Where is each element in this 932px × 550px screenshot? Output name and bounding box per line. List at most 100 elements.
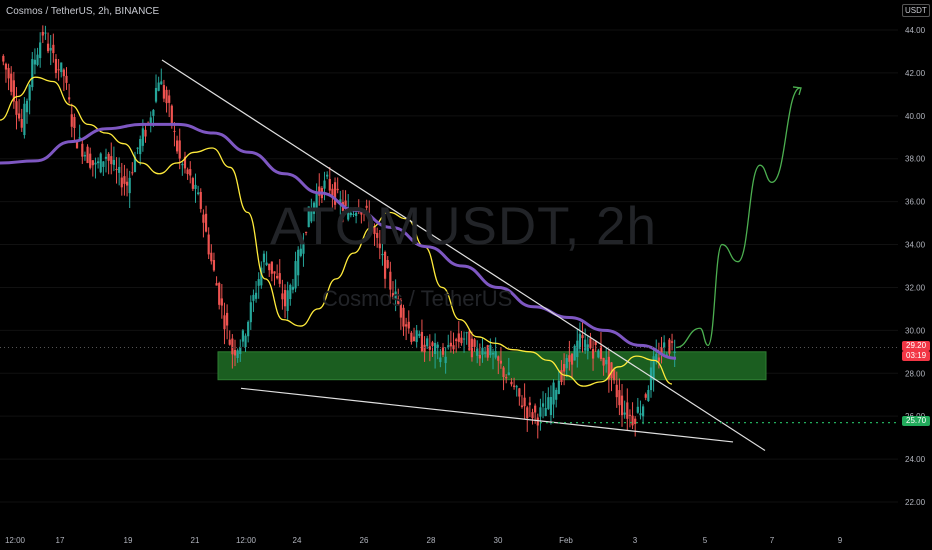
candle-body [118, 166, 121, 173]
candle-body [426, 338, 429, 347]
projection-path[interactable] [675, 87, 801, 349]
x-tick-label: 19 [124, 536, 133, 545]
candle-body [202, 214, 205, 223]
candle-body [481, 347, 484, 355]
candle-body [18, 113, 21, 119]
x-tick-label: 24 [293, 536, 302, 545]
candle-body [15, 101, 18, 115]
candle-body [31, 59, 34, 88]
candle-body [204, 213, 208, 232]
candle-body [83, 155, 87, 157]
candle-body [70, 114, 73, 127]
candle-body [152, 109, 155, 116]
candle-body [418, 333, 421, 336]
candle-body [573, 345, 576, 361]
y-tick-label: 24.00 [905, 455, 926, 464]
candle-body [381, 253, 384, 256]
candle-body [297, 249, 300, 276]
support-trendline[interactable] [240, 387, 734, 443]
candle-body [75, 141, 79, 149]
candle-body [207, 234, 210, 255]
chart-grid [0, 29, 898, 503]
candle-body [112, 159, 115, 165]
candle-body [315, 193, 318, 212]
x-axis[interactable]: 12:00 17 19 21 12:00 24 26 28 30 Feb 3 5 7 9 [5, 536, 843, 545]
candle-body [620, 395, 624, 416]
countdown-badge: 03:19 [902, 351, 931, 361]
candle-body [352, 213, 355, 215]
ma-long-line [0, 122, 677, 360]
candle-body [589, 338, 592, 349]
candle-body [307, 206, 310, 228]
candle-body [270, 261, 273, 274]
y-axis[interactable]: 44.00 42.00 40.00 38.00 36.00 34.00 32.00 30.00… [905, 26, 926, 507]
y-tick-label: 38.00 [905, 155, 926, 164]
candle-body [318, 186, 321, 196]
candle-body [523, 397, 526, 407]
candle-body [623, 412, 626, 415]
candle-body [81, 143, 84, 157]
candle-body [304, 231, 308, 233]
candle-body [241, 330, 245, 342]
currency-label[interactable]: USDT [902, 4, 930, 17]
candle-body [89, 153, 92, 168]
candle-body [96, 161, 100, 164]
candle-body [60, 62, 63, 73]
candle-body [49, 47, 52, 51]
candle-body [65, 75, 68, 83]
candle-body [663, 342, 666, 348]
candle-body [502, 367, 505, 378]
candle-body [189, 169, 192, 176]
candle-body [247, 321, 250, 337]
candles [2, 25, 676, 439]
candle-body [78, 137, 81, 139]
candle-body [457, 333, 460, 342]
candle-body [631, 415, 634, 426]
y-tick-label: 40.00 [905, 112, 926, 121]
candle-body [12, 80, 15, 102]
candle-body [254, 292, 258, 299]
candle-body [39, 42, 42, 59]
candle-body [439, 357, 442, 363]
candle-body [436, 344, 439, 348]
candle-body [526, 407, 529, 419]
candle-body [570, 353, 574, 365]
candle-body [478, 355, 481, 359]
x-tick-label: 30 [494, 536, 503, 545]
candle-body [578, 333, 582, 349]
candle-body [489, 345, 492, 356]
candle-body [41, 31, 44, 36]
candle-body [549, 396, 553, 416]
x-tick-label: 12:00 [5, 536, 26, 545]
candle-body [257, 279, 260, 286]
candle-body [647, 389, 650, 402]
candle-body [397, 298, 400, 304]
symbol-title[interactable]: Cosmos / TetherUS, 2h, BINANCE [6, 6, 160, 17]
candle-body [665, 354, 668, 356]
candle-body [265, 262, 268, 266]
candle-body [507, 372, 510, 376]
candle-body [123, 176, 126, 184]
resistance-trendline[interactable] [161, 59, 766, 452]
candle-body [594, 341, 597, 345]
candle-body [376, 232, 379, 238]
candle-body [428, 346, 431, 350]
candle-body [57, 69, 60, 71]
candle-body [505, 377, 508, 379]
candle-body [547, 397, 550, 409]
candle-body [610, 362, 613, 379]
candle-body [326, 174, 329, 177]
candle-body [194, 184, 197, 189]
candle-body [447, 345, 450, 348]
candle-body [199, 191, 202, 209]
candle-body [649, 367, 653, 391]
candle-body [557, 380, 560, 394]
candle-body [102, 161, 105, 167]
candle-body [399, 300, 402, 318]
candle-body [281, 293, 284, 300]
x-tick-label: 5 [703, 536, 708, 545]
candle-body [310, 207, 313, 222]
candle-body [468, 331, 471, 351]
candle-body [68, 97, 71, 100]
